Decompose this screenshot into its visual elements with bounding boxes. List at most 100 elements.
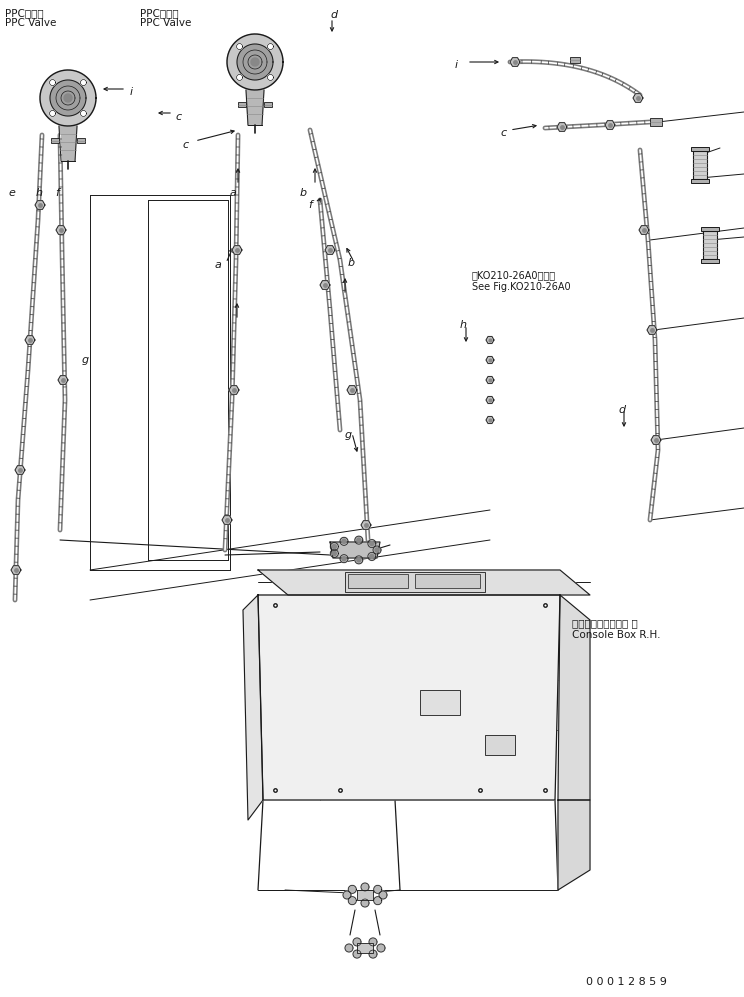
- Polygon shape: [368, 539, 376, 547]
- Bar: [703, 231, 717, 259]
- Text: a: a: [230, 188, 237, 198]
- Text: Console Box R.H.: Console Box R.H.: [572, 630, 661, 640]
- Bar: [420, 690, 460, 715]
- Polygon shape: [486, 357, 494, 364]
- Text: g: g: [345, 430, 352, 440]
- Polygon shape: [373, 896, 382, 904]
- Text: b: b: [348, 258, 355, 268]
- Polygon shape: [510, 58, 520, 67]
- Polygon shape: [348, 885, 356, 893]
- Text: b: b: [300, 188, 307, 198]
- Bar: [485, 735, 515, 755]
- Polygon shape: [227, 34, 283, 90]
- Polygon shape: [361, 883, 369, 891]
- Polygon shape: [369, 938, 377, 946]
- Polygon shape: [486, 417, 494, 424]
- Polygon shape: [486, 377, 494, 384]
- Text: i: i: [130, 87, 133, 97]
- Polygon shape: [343, 891, 351, 899]
- Polygon shape: [59, 126, 77, 161]
- Bar: [650, 118, 662, 126]
- Bar: [264, 103, 272, 108]
- Text: c: c: [175, 112, 181, 122]
- Polygon shape: [56, 225, 66, 234]
- Polygon shape: [50, 80, 56, 86]
- Polygon shape: [258, 595, 560, 800]
- Polygon shape: [355, 536, 363, 544]
- Polygon shape: [379, 891, 387, 899]
- Polygon shape: [375, 548, 379, 552]
- Polygon shape: [267, 44, 274, 50]
- Text: PPCバルブ: PPCバルブ: [5, 8, 44, 18]
- Polygon shape: [243, 595, 263, 820]
- Polygon shape: [11, 565, 21, 574]
- Polygon shape: [348, 896, 356, 904]
- Polygon shape: [25, 336, 35, 344]
- Text: PPCバルブ: PPCバルブ: [140, 8, 179, 18]
- Polygon shape: [58, 376, 68, 384]
- Bar: [691, 147, 709, 151]
- Text: PPC Valve: PPC Valve: [5, 18, 57, 28]
- Text: コンソールボックス 右: コンソールボックス 右: [572, 618, 638, 628]
- Polygon shape: [357, 558, 361, 562]
- Polygon shape: [330, 542, 380, 558]
- Polygon shape: [368, 552, 376, 560]
- Text: g: g: [82, 355, 89, 365]
- Polygon shape: [361, 520, 371, 529]
- Polygon shape: [333, 544, 336, 548]
- Bar: [357, 890, 373, 900]
- Polygon shape: [486, 337, 494, 343]
- Bar: [701, 259, 719, 263]
- Polygon shape: [353, 950, 361, 958]
- Polygon shape: [267, 75, 274, 81]
- Polygon shape: [251, 58, 259, 66]
- Text: PPC Valve: PPC Valve: [140, 18, 191, 28]
- Polygon shape: [246, 90, 264, 125]
- Text: f: f: [308, 200, 312, 210]
- Text: a: a: [215, 260, 222, 270]
- Bar: [77, 139, 85, 144]
- Polygon shape: [330, 549, 339, 557]
- Text: 第KO210-26A0図参照: 第KO210-26A0図参照: [472, 270, 556, 280]
- Polygon shape: [558, 595, 590, 800]
- Text: 0 0 0 1 2 8 5 9: 0 0 0 1 2 8 5 9: [586, 977, 667, 987]
- Polygon shape: [355, 556, 363, 564]
- Polygon shape: [373, 885, 382, 893]
- Polygon shape: [333, 551, 336, 555]
- Bar: [238, 103, 246, 108]
- Polygon shape: [237, 75, 243, 81]
- Polygon shape: [222, 515, 232, 524]
- Polygon shape: [605, 121, 615, 130]
- Bar: [701, 227, 719, 231]
- Polygon shape: [353, 938, 361, 946]
- Text: See Fig.KO210-26A0: See Fig.KO210-26A0: [472, 282, 571, 292]
- Polygon shape: [357, 538, 361, 542]
- Polygon shape: [330, 542, 339, 550]
- Text: d: d: [330, 10, 337, 20]
- Polygon shape: [320, 281, 330, 289]
- Polygon shape: [373, 546, 381, 554]
- Polygon shape: [369, 950, 377, 958]
- Polygon shape: [633, 94, 643, 103]
- Text: i: i: [455, 60, 458, 70]
- Bar: [51, 139, 59, 144]
- Text: e: e: [8, 188, 15, 198]
- Polygon shape: [486, 397, 494, 404]
- Polygon shape: [237, 44, 273, 80]
- Polygon shape: [35, 200, 45, 209]
- Polygon shape: [340, 554, 348, 562]
- Text: f: f: [55, 188, 59, 198]
- Bar: [345, 572, 485, 592]
- Polygon shape: [232, 245, 242, 254]
- Polygon shape: [325, 245, 335, 254]
- Bar: [570, 57, 580, 63]
- Polygon shape: [342, 556, 346, 560]
- Text: h: h: [36, 188, 43, 198]
- Polygon shape: [15, 466, 25, 475]
- Polygon shape: [377, 944, 385, 952]
- Bar: [357, 943, 373, 953]
- Polygon shape: [237, 44, 243, 50]
- Polygon shape: [258, 570, 590, 595]
- Text: h: h: [460, 320, 467, 330]
- Polygon shape: [40, 70, 96, 126]
